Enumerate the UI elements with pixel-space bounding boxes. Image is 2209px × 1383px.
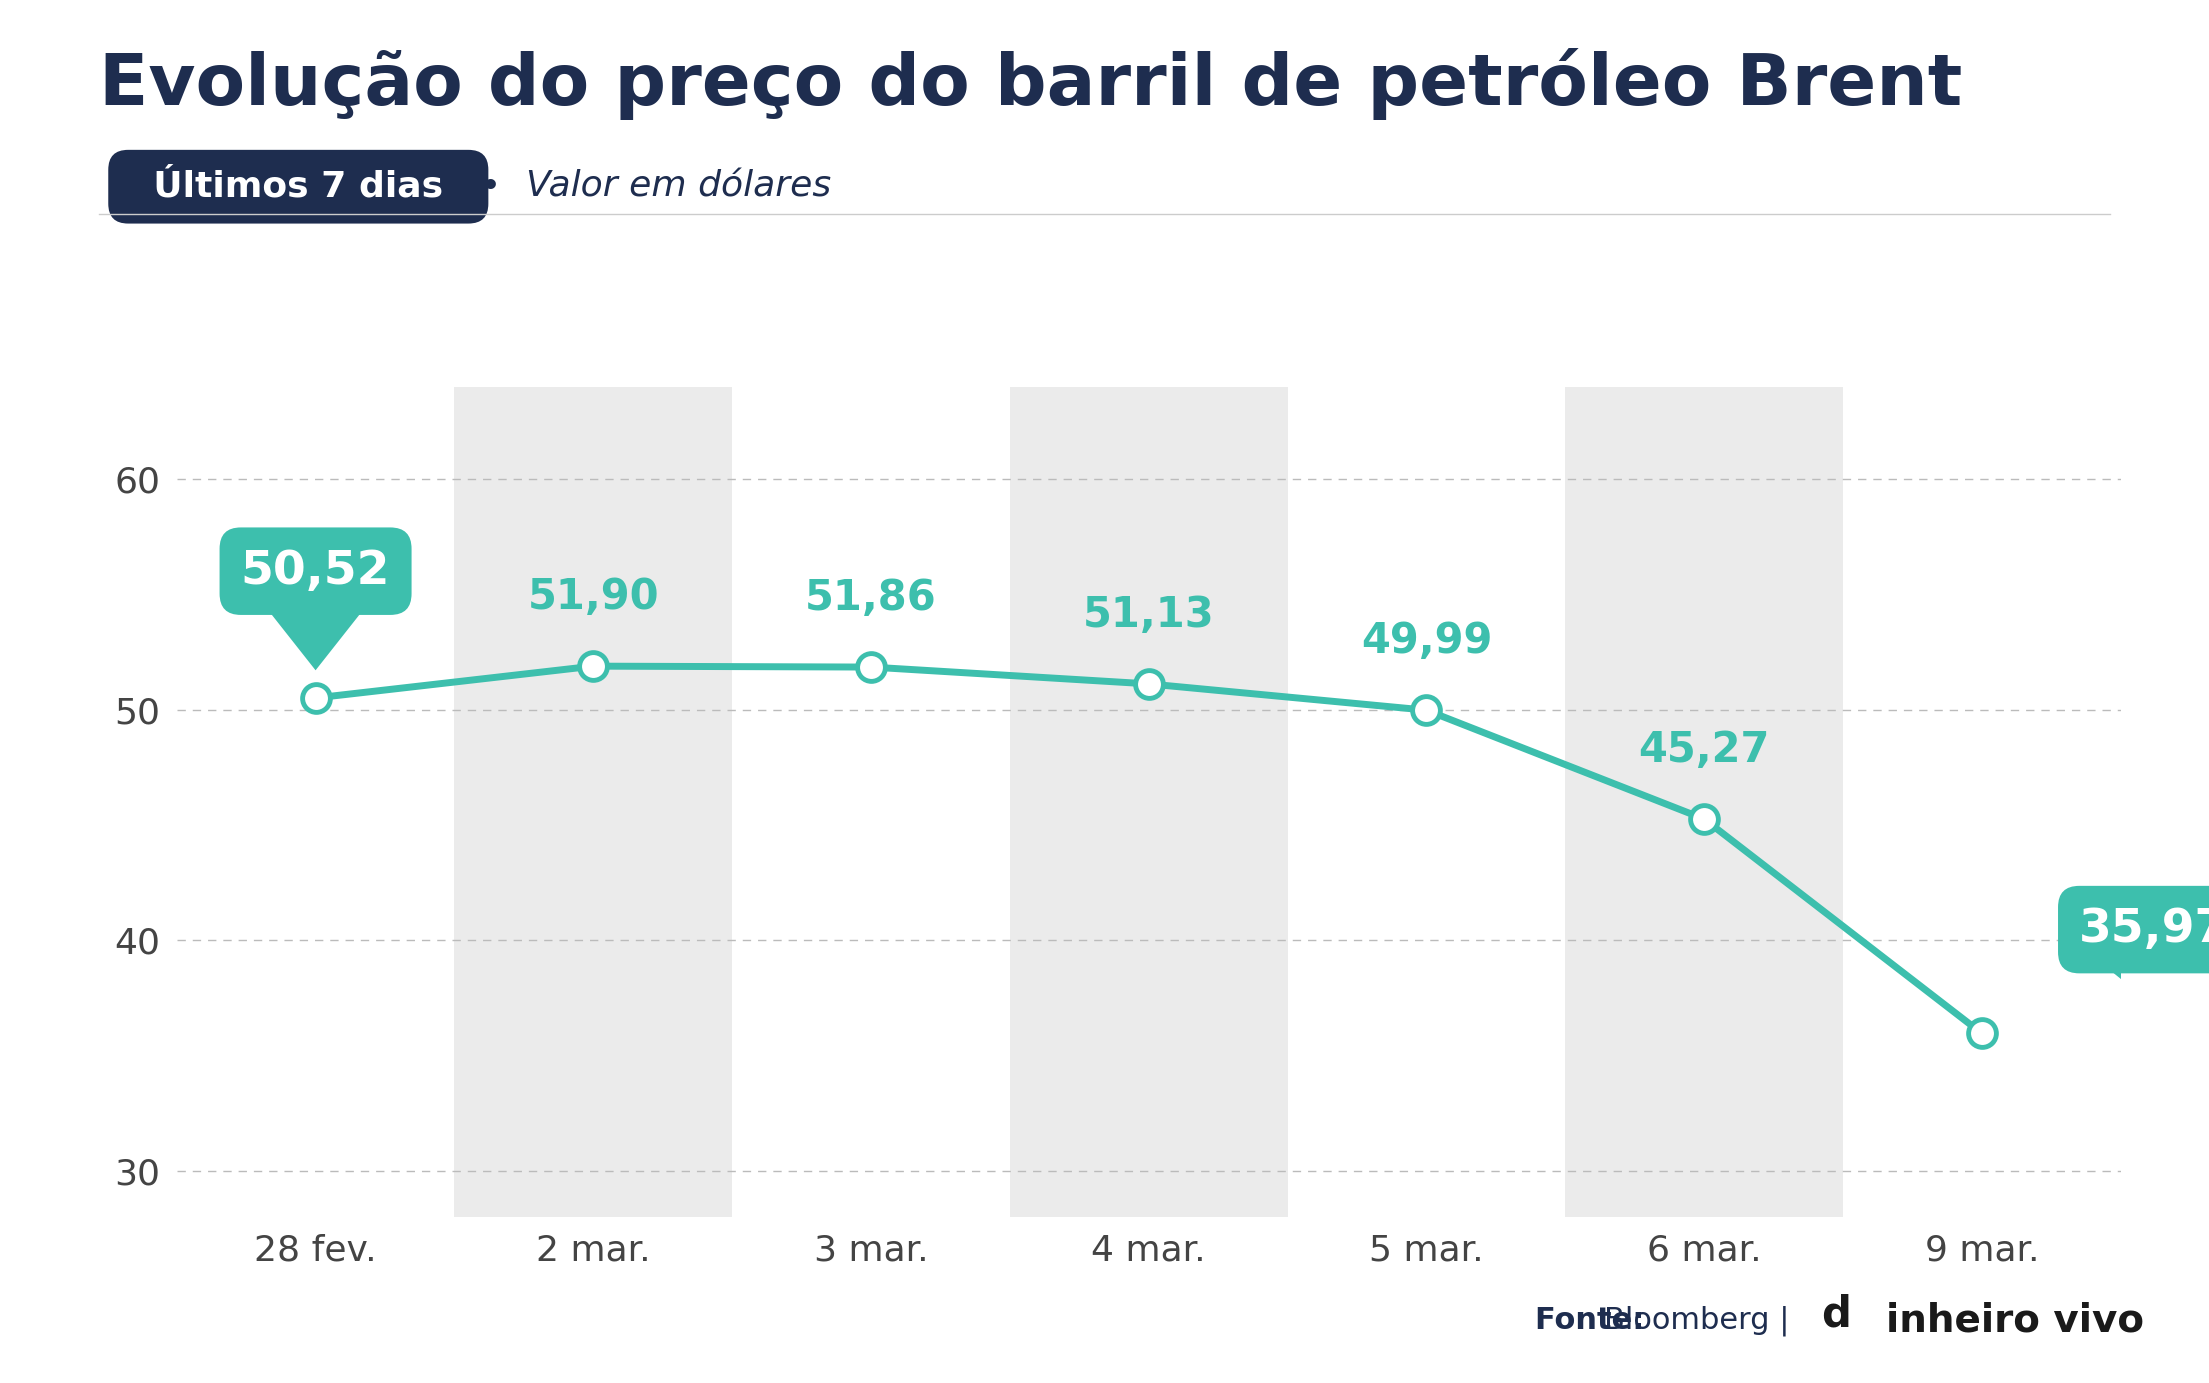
Text: 45,27: 45,27 [1639, 729, 1769, 770]
Text: •: • [479, 170, 501, 203]
Text: Evolução do preço do barril de petróleo Brent: Evolução do preço do barril de petróleo … [99, 48, 1962, 120]
Bar [455, 387, 731, 1217]
Text: Últimos 7 dias: Últimos 7 dias [128, 170, 468, 203]
Text: 51,90: 51,90 [528, 575, 658, 618]
Text: 51,13: 51,13 [1082, 593, 1215, 636]
Bar [1010, 387, 1288, 1217]
Text: d: d [1820, 1293, 1851, 1335]
Polygon shape [2103, 965, 2205, 1005]
Text: Bloomberg |: Bloomberg | [1604, 1306, 1789, 1336]
Text: 51,86: 51,86 [804, 577, 937, 620]
Polygon shape [265, 607, 364, 671]
Text: inheiro vivo: inheiro vivo [1886, 1301, 2145, 1340]
Text: 49,99: 49,99 [1361, 620, 1491, 662]
Text: Fonte:: Fonte: [1535, 1307, 1655, 1335]
Text: 50,52: 50,52 [241, 549, 391, 593]
Text: Valor em dólares: Valor em dólares [526, 170, 831, 203]
Text: 35,97: 35,97 [2079, 907, 2209, 952]
Bar [1566, 387, 1842, 1217]
